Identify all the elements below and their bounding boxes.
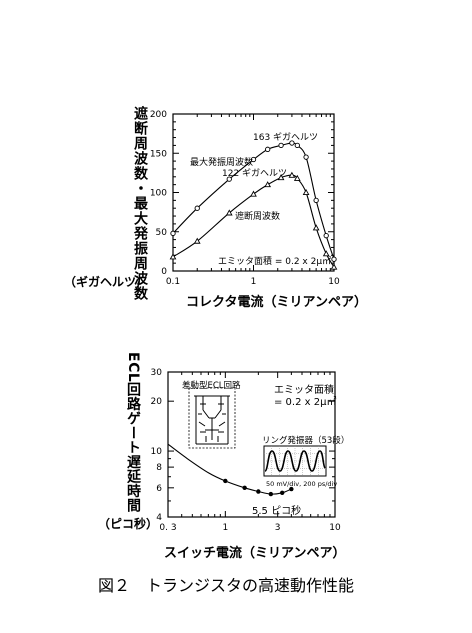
data-point xyxy=(330,263,338,270)
data-point xyxy=(225,209,233,216)
x-tick-label: 10 xyxy=(328,277,340,287)
inset-ecl-title: 差動型ECL回路 xyxy=(182,380,241,391)
y-tick-label: 4 xyxy=(156,513,162,523)
y-tick-label: 150 xyxy=(150,149,167,159)
chart-1-ticks xyxy=(172,113,334,272)
x-tick-label: 1 xyxy=(222,523,228,533)
data-point xyxy=(194,205,200,211)
y-tick-label: 50 xyxy=(156,228,168,238)
data-point xyxy=(293,174,301,181)
y-tick-label: 100 xyxy=(150,189,167,199)
chart-2: 0. 3 1 3 10 4 6 8 10 20 30 ECL回路ゲート遅延時間 （ピコ秒） スイッ… xyxy=(98,352,349,561)
chart-1-series xyxy=(169,140,338,270)
data-point xyxy=(289,486,294,492)
chart-1-peak-cutoff-label: 122 ギガヘルツ xyxy=(222,168,287,179)
y-tick-label: 20 xyxy=(151,397,163,407)
inset-scale-label: 50 mV/div, 200 ps/div xyxy=(266,480,337,488)
data-point xyxy=(193,237,201,244)
data-point xyxy=(313,197,319,204)
oscillation-waveform-icon xyxy=(264,450,326,472)
chart-2-tick-labels: 0. 3 1 3 10 4 6 8 10 20 30 xyxy=(151,368,341,533)
data-point xyxy=(169,253,177,260)
chart-2-y-axis-label: ECL回路ゲート遅延時間 xyxy=(125,352,142,514)
x-tick-label: 0.1 xyxy=(166,277,180,287)
data-point xyxy=(268,491,274,497)
data-point xyxy=(302,188,310,196)
data-point xyxy=(331,256,337,262)
chart-2-emitter-area-value: = 0.2 x 2μ㎡ xyxy=(274,396,336,408)
chart-2-emitter-area-label: エミッタ面積 xyxy=(274,383,334,396)
data-point xyxy=(279,490,285,495)
data-point xyxy=(312,224,320,231)
data-point xyxy=(322,250,330,257)
inset-ring-oscillator: リング発振器（53段） 50 mV/div, 200 ps/div xyxy=(262,435,349,488)
y-tick-label: 8 xyxy=(156,463,162,473)
data-point xyxy=(250,190,257,197)
data-point xyxy=(277,174,285,181)
data-point xyxy=(278,142,284,149)
x-tick-label: 3 xyxy=(275,523,281,533)
y-tick-label: 200 xyxy=(150,110,167,120)
data-point xyxy=(294,142,300,149)
chart-1-y-axis-label: 遮断周波数・最大発振周波数 xyxy=(132,105,149,301)
data-point xyxy=(288,171,296,178)
y-tick-label: 30 xyxy=(151,368,163,378)
chart-1-emitter-area-label: エミッタ面積 = 0.2 x 2μ㎡ xyxy=(218,255,331,267)
figure-caption: 図２ トランジスタの高速動作性能 xyxy=(98,576,354,595)
chart-2-series xyxy=(167,443,294,497)
chart-2-min-delay-label: 5.5 ピコ秒 xyxy=(252,504,301,517)
y-tick-label: 10 xyxy=(151,447,163,457)
data-point xyxy=(303,154,309,160)
chart-1-y-axis-unit: （ギガヘルツ） xyxy=(64,274,148,289)
x-tick-label: 10 xyxy=(329,523,341,533)
x-tick-label: 1 xyxy=(251,277,257,287)
data-point xyxy=(242,485,247,491)
data-point xyxy=(265,146,271,152)
chart-2-x-axis-label: スイッチ電流（ミリアンペア） xyxy=(164,545,345,561)
inset-ecl-frame xyxy=(188,387,236,449)
inset-ring-title: リング発振器（53段） xyxy=(262,435,349,446)
x-tick-label: 0. 3 xyxy=(159,523,176,533)
chart-2-y-axis-unit: （ピコ秒） xyxy=(98,516,158,531)
circuit-schematic-icon xyxy=(194,395,230,445)
chart-1-peak-max-osc-label: 163 ギガヘルツ xyxy=(253,132,318,143)
chart-1-x-axis-label: コレクタ電流（ミリアンペア） xyxy=(186,294,367,310)
chart-1-series-2-label: 遮断周波数 xyxy=(235,210,280,222)
data-point xyxy=(264,181,272,188)
data-point xyxy=(226,176,232,182)
chart-1-series-1-label: 最大発振周波数 xyxy=(190,156,253,168)
y-tick-label: 0 xyxy=(161,267,167,277)
data-point xyxy=(323,233,329,239)
series-line-1 xyxy=(172,142,335,260)
data-point xyxy=(223,478,228,484)
data-point xyxy=(250,156,257,163)
y-tick-label: 6 xyxy=(156,484,162,494)
chart-2-ticks xyxy=(167,371,336,518)
data-point xyxy=(256,489,261,494)
data-point xyxy=(289,140,295,146)
data-point xyxy=(170,230,176,236)
inset-ecl-circuit: 差動型ECL回路 xyxy=(182,380,241,449)
